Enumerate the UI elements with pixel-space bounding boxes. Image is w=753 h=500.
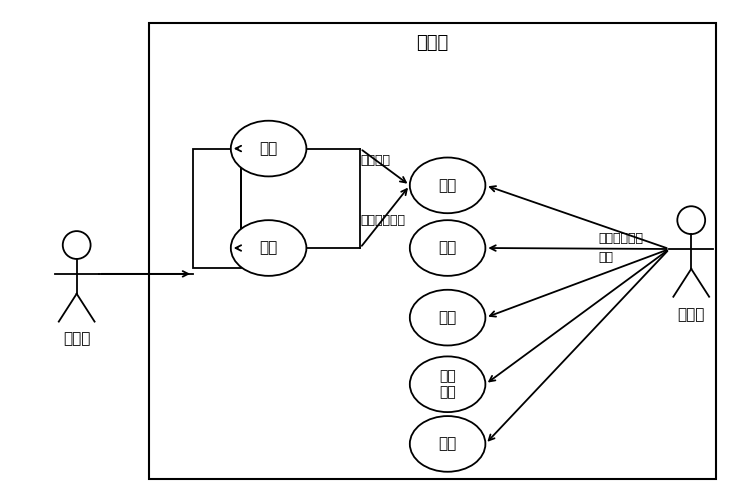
Text: 快递员: 快递员 [678, 306, 705, 322]
Text: 订单: 订单 [438, 178, 457, 193]
Text: 抢单: 抢单 [438, 240, 457, 256]
Text: 取件: 取件 [438, 310, 457, 325]
Text: 位置
上报: 位置 上报 [439, 369, 456, 400]
Ellipse shape [231, 220, 306, 276]
Ellipse shape [410, 158, 486, 213]
Ellipse shape [410, 220, 486, 276]
Text: 送达: 送达 [438, 436, 457, 452]
Text: 用例图: 用例图 [416, 34, 449, 52]
Text: 推送待抢订单: 推送待抢订单 [599, 232, 644, 244]
Bar [149, 24, 716, 478]
Text: 更新订单状态: 更新订单状态 [360, 214, 405, 226]
Ellipse shape [410, 356, 486, 412]
Ellipse shape [410, 416, 486, 472]
Ellipse shape [231, 120, 306, 176]
Text: 寄件人: 寄件人 [63, 332, 90, 346]
Text: 下单: 下单 [260, 141, 278, 156]
Ellipse shape [410, 290, 486, 346]
Text: 抢单: 抢单 [599, 252, 614, 264]
Text: 支付: 支付 [260, 240, 278, 256]
Text: 创建订单: 创建订单 [360, 154, 390, 167]
Bar [193, 148, 241, 268]
